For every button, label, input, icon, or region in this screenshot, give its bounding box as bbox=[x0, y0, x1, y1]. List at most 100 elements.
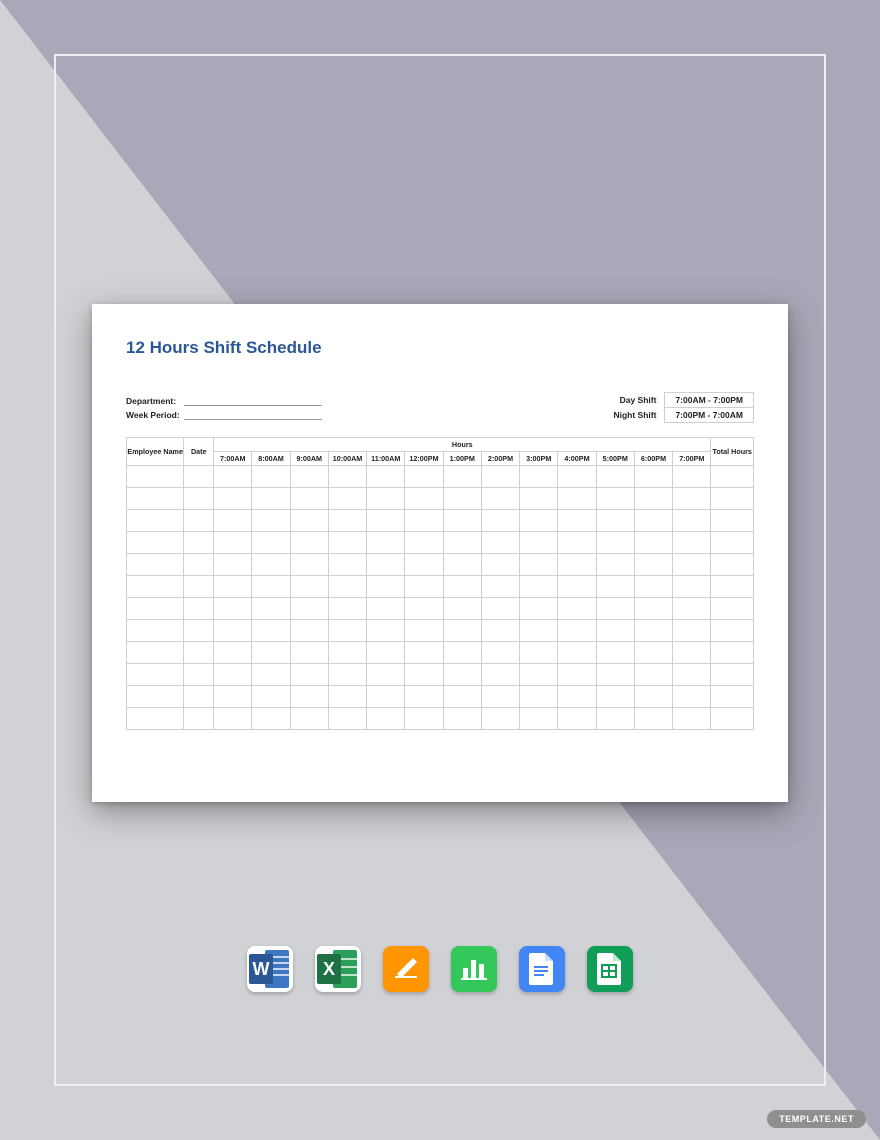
table-cell bbox=[596, 598, 634, 620]
table-cell bbox=[328, 576, 366, 598]
col-hour: 11:00AM bbox=[367, 452, 405, 466]
table-cell bbox=[481, 642, 519, 664]
document-title: 12 Hours Shift Schedule bbox=[126, 338, 754, 358]
table-cell bbox=[405, 488, 443, 510]
table-cell bbox=[328, 686, 366, 708]
table-cell bbox=[520, 510, 558, 532]
table-cell bbox=[481, 664, 519, 686]
col-hour: 4:00PM bbox=[558, 452, 596, 466]
table-cell bbox=[290, 488, 328, 510]
table-cell bbox=[252, 576, 290, 598]
table-row bbox=[127, 598, 754, 620]
table-cell bbox=[596, 642, 634, 664]
table-cell bbox=[558, 532, 596, 554]
table-cell bbox=[520, 532, 558, 554]
table-cell bbox=[127, 532, 184, 554]
table-cell bbox=[328, 488, 366, 510]
col-hour: 7:00AM bbox=[214, 452, 252, 466]
table-cell bbox=[127, 510, 184, 532]
table-cell bbox=[367, 642, 405, 664]
table-cell bbox=[367, 576, 405, 598]
table-cell bbox=[634, 598, 672, 620]
table-cell bbox=[443, 576, 481, 598]
table-cell bbox=[711, 532, 754, 554]
table-cell bbox=[634, 510, 672, 532]
table-cell bbox=[252, 466, 290, 488]
table-cell bbox=[367, 620, 405, 642]
table-cell bbox=[127, 620, 184, 642]
table-cell bbox=[290, 576, 328, 598]
document-sheet: 12 Hours Shift Schedule Department: Week… bbox=[92, 304, 788, 802]
table-cell bbox=[127, 488, 184, 510]
col-employee-name: Employee Name bbox=[127, 438, 184, 466]
table-cell bbox=[328, 664, 366, 686]
col-hour: 8:00AM bbox=[252, 452, 290, 466]
table-row bbox=[127, 708, 754, 730]
table-cell bbox=[673, 686, 711, 708]
table-cell bbox=[184, 554, 214, 576]
col-hour: 1:00PM bbox=[443, 452, 481, 466]
table-cell bbox=[634, 466, 672, 488]
table-cell bbox=[127, 554, 184, 576]
table-cell bbox=[443, 642, 481, 664]
table-cell bbox=[405, 620, 443, 642]
table-cell bbox=[252, 664, 290, 686]
table-cell bbox=[290, 708, 328, 730]
table-cell bbox=[214, 598, 252, 620]
table-cell bbox=[558, 686, 596, 708]
table-cell bbox=[328, 554, 366, 576]
table-cell bbox=[405, 598, 443, 620]
col-hour: 7:00PM bbox=[673, 452, 711, 466]
table-cell bbox=[558, 576, 596, 598]
col-hour: 9:00AM bbox=[290, 452, 328, 466]
table-cell bbox=[481, 554, 519, 576]
table-cell bbox=[711, 620, 754, 642]
table-cell bbox=[290, 532, 328, 554]
table-cell bbox=[328, 510, 366, 532]
table-cell bbox=[558, 620, 596, 642]
col-hour: 2:00PM bbox=[481, 452, 519, 466]
table-cell bbox=[711, 708, 754, 730]
table-cell bbox=[405, 576, 443, 598]
table-cell bbox=[214, 576, 252, 598]
col-hour: 3:00PM bbox=[520, 452, 558, 466]
table-cell bbox=[596, 576, 634, 598]
table-cell bbox=[252, 620, 290, 642]
table-cell bbox=[520, 554, 558, 576]
table-cell bbox=[252, 510, 290, 532]
table-cell bbox=[520, 466, 558, 488]
table-cell bbox=[673, 510, 711, 532]
table-cell bbox=[405, 686, 443, 708]
table-cell bbox=[127, 664, 184, 686]
table-cell bbox=[481, 466, 519, 488]
table-cell bbox=[328, 708, 366, 730]
table-cell bbox=[214, 488, 252, 510]
department-line bbox=[184, 396, 322, 406]
table-cell bbox=[520, 598, 558, 620]
table-cell bbox=[481, 708, 519, 730]
table-cell bbox=[711, 466, 754, 488]
table-cell bbox=[711, 576, 754, 598]
table-cell bbox=[634, 488, 672, 510]
table-cell bbox=[443, 554, 481, 576]
table-cell bbox=[673, 708, 711, 730]
table-cell bbox=[596, 532, 634, 554]
day-shift-label: Day Shift bbox=[603, 393, 664, 408]
table-cell bbox=[290, 554, 328, 576]
table-row bbox=[127, 664, 754, 686]
table-cell bbox=[252, 488, 290, 510]
table-cell bbox=[443, 686, 481, 708]
table-cell bbox=[558, 510, 596, 532]
table-row bbox=[127, 686, 754, 708]
table-cell bbox=[290, 598, 328, 620]
department-label: Department: bbox=[126, 396, 184, 406]
week-period-label: Week Period: bbox=[126, 410, 184, 420]
table-cell bbox=[443, 532, 481, 554]
table-cell bbox=[634, 620, 672, 642]
table-cell bbox=[214, 642, 252, 664]
night-shift-label: Night Shift bbox=[603, 408, 664, 423]
svg-text:W: W bbox=[253, 959, 270, 979]
table-cell bbox=[184, 510, 214, 532]
col-total-hours: Total Hours bbox=[711, 438, 754, 466]
table-cell bbox=[711, 510, 754, 532]
